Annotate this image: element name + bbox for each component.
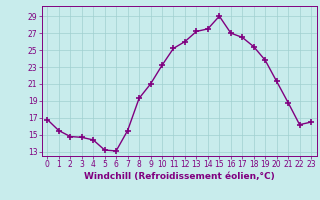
X-axis label: Windchill (Refroidissement éolien,°C): Windchill (Refroidissement éolien,°C) bbox=[84, 172, 275, 181]
